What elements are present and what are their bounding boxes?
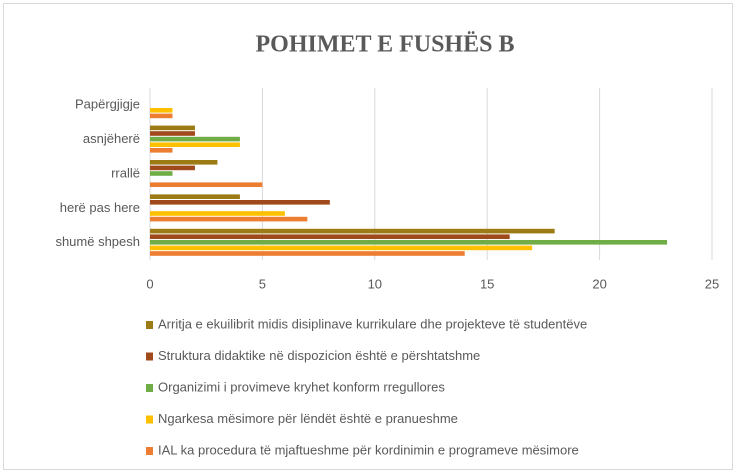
y-tick-label: shumë shpesh: [55, 234, 140, 249]
bar: [150, 194, 240, 199]
bar: [150, 113, 173, 119]
y-tick-label: Papërgjigje: [75, 97, 140, 112]
legend-label: Organizimi i provimeve kryhet konform rr…: [158, 379, 445, 394]
bar: [150, 142, 240, 147]
x-tick-label: 5: [259, 276, 266, 291]
legend-swatch: [146, 384, 153, 392]
x-tick-label: 15: [480, 276, 494, 291]
legend-swatch: [146, 415, 153, 424]
bar: [150, 165, 195, 171]
bar: [150, 160, 218, 165]
bar: [150, 234, 510, 239]
y-tick-label: asnjëherë: [83, 131, 140, 146]
bar: [150, 125, 195, 131]
legend-label: Arritja e ekuilibrit midis disiplinave k…: [158, 316, 587, 331]
bar: [150, 251, 465, 256]
bar: [150, 131, 195, 136]
legend-label: Ngarkesa mësimore për lëndët është e pra…: [158, 411, 458, 426]
bar: [150, 108, 173, 113]
x-tick-label: 25: [705, 276, 719, 291]
y-tick-label: herë pas here: [60, 200, 140, 215]
bar: [150, 240, 668, 245]
bar: [150, 245, 533, 251]
legend-swatch: [146, 447, 153, 455]
legend-swatch: [146, 321, 153, 329]
x-tick-label: 20: [592, 276, 606, 291]
bar: [150, 148, 173, 153]
bar: [150, 171, 173, 176]
bar: [150, 211, 285, 216]
legend-label: IAL ka procedura të mjaftueshme për kord…: [158, 442, 579, 457]
bar: [150, 216, 308, 222]
bar: [150, 182, 263, 187]
chart-title: POHIMET E FUSHËS B: [256, 32, 515, 58]
x-tick-label: 0: [146, 276, 153, 291]
bar: [150, 228, 555, 234]
y-tick-label: rrallë: [111, 165, 140, 180]
bar: [150, 200, 330, 205]
bar: [150, 136, 240, 142]
legend-label: Struktura didaktike në dispozicion është…: [158, 348, 480, 363]
legend-swatch: [146, 352, 153, 361]
x-tick-label: 10: [368, 276, 382, 291]
